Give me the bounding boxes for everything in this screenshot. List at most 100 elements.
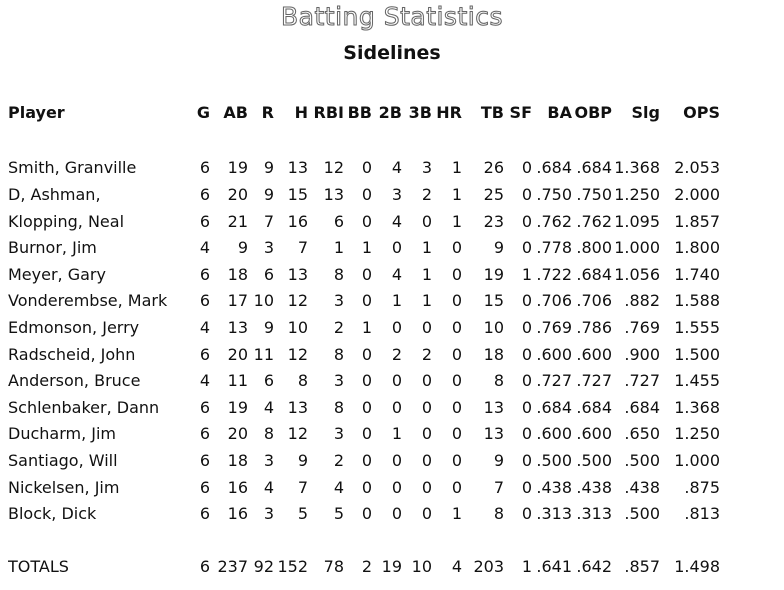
stat-cell-hr: 4 xyxy=(451,557,462,577)
table-row: Smith, Granville 6 19 9 13 12 0 4 3 1 26 0.684.684 1… xyxy=(8,155,720,182)
stat-cell-tb: 19 xyxy=(483,264,504,284)
stat-cell-sf: 0 xyxy=(521,504,532,524)
stat-cell-slg: 1.056 xyxy=(614,264,660,284)
table-row: Radscheid, John 6 20 11 12 8 0 2 2 0 18 0.600.600.9… xyxy=(8,341,720,368)
spacer-cell xyxy=(8,527,720,554)
stat-cell-obp: .642 xyxy=(576,557,612,577)
spacer-row xyxy=(8,128,720,155)
stat-cell-tb: 15 xyxy=(483,291,504,311)
stat-cell-r: 92 xyxy=(253,557,274,577)
stat-cell-slg: 1.368 xyxy=(614,158,660,178)
stat-cell-r: 3 xyxy=(263,450,274,470)
stat-cell-rbi: 8 xyxy=(333,264,344,284)
stat-cell-r: 6 xyxy=(263,371,274,391)
stat-cell-3b: 0 xyxy=(421,371,432,391)
stat-cell-ba: .769 xyxy=(536,317,572,337)
stat-cell-ab: 19 xyxy=(227,158,248,178)
stat-cell-g: 6 xyxy=(199,184,210,204)
stat-cell-bb: 2 xyxy=(361,557,372,577)
stat-cell-obp: .684 xyxy=(576,397,612,417)
player-name-cell: Block, Dick xyxy=(8,504,97,524)
stat-cell-3b: 0 xyxy=(421,477,432,497)
stat-cell-3b: 2 xyxy=(421,184,432,204)
stat-cell-r: 10 xyxy=(253,291,274,311)
stat-cell-g: 6 xyxy=(199,158,210,178)
stat-cell-obp: .706 xyxy=(576,291,612,311)
column-header-2b: 2B xyxy=(378,102,402,122)
stat-cell-sf: 1 xyxy=(521,264,532,284)
stat-cell-2b: 0 xyxy=(391,371,402,391)
stat-cell-g: 6 xyxy=(199,291,210,311)
stat-cell-ab: 20 xyxy=(227,344,248,364)
stat-cell-sf: 0 xyxy=(521,317,532,337)
stat-cell-slg: .857 xyxy=(624,557,660,577)
stat-cell-ab: 20 xyxy=(227,424,248,444)
player-name-cell: Nickelsen, Jim xyxy=(8,477,120,497)
table-header-row: Player G AB R H RBI BB 2B 3B HR TB SF BA OBP Slg OPS xyxy=(8,96,720,128)
stat-cell-rbi: 12 xyxy=(323,158,344,178)
stat-cell-obp: .786 xyxy=(576,317,612,337)
stat-cell-2b: 4 xyxy=(391,211,402,231)
table-row: Santiago, Will 6 18 3 9 2 0 0 0 0 9 0.500.500.500 1.… xyxy=(8,447,720,474)
stat-cell-ba: .684 xyxy=(536,397,572,417)
stat-cell-tb: 8 xyxy=(493,504,504,524)
stat-cell-sf: 0 xyxy=(521,291,532,311)
table-row: Block, Dick 6 16 3 5 5 0 0 0 1 8 0.313.313.500.813 xyxy=(8,500,720,527)
stat-cell-2b: 3 xyxy=(391,184,402,204)
stat-cell-sf: 1 xyxy=(521,557,532,577)
stat-cell-obp: .800 xyxy=(576,238,612,258)
stat-cell-tb: 9 xyxy=(493,450,504,470)
stat-cell-ab: 20 xyxy=(227,184,248,204)
stat-cell-rbi: 13 xyxy=(323,184,344,204)
column-header-g: G xyxy=(196,102,210,122)
stat-cell-g: 6 xyxy=(199,211,210,231)
stat-cell-tb: 23 xyxy=(483,211,504,231)
stat-cell-h: 152 xyxy=(277,557,308,577)
stat-cell-hr: 0 xyxy=(451,317,462,337)
stat-cell-g: 4 xyxy=(199,238,210,258)
stat-cell-3b: 0 xyxy=(421,397,432,417)
stat-cell-obp: .500 xyxy=(576,450,612,470)
stat-cell-bb: 0 xyxy=(361,504,372,524)
stat-cell-ab: 11 xyxy=(227,371,248,391)
column-header-ba: BA xyxy=(547,102,572,122)
stat-cell-tb: 7 xyxy=(493,477,504,497)
stat-cell-ba: .313 xyxy=(536,504,572,524)
stat-cell-hr: 1 xyxy=(451,184,462,204)
stat-cell-h: 12 xyxy=(287,344,308,364)
stat-cell-ops: 1.368 xyxy=(674,397,720,417)
stat-cell-ab: 16 xyxy=(227,477,248,497)
column-header-h: H xyxy=(294,102,308,122)
stat-cell-g: 6 xyxy=(199,264,210,284)
stat-cell-ops: 1.498 xyxy=(674,557,720,577)
stat-cell-r: 4 xyxy=(263,397,274,417)
stat-cell-3b: 0 xyxy=(421,504,432,524)
stat-cell-ops: 1.740 xyxy=(674,264,720,284)
stat-cell-hr: 1 xyxy=(451,504,462,524)
stat-cell-bb: 0 xyxy=(361,477,372,497)
stat-cell-rbi: 5 xyxy=(333,504,344,524)
stat-cell-ba: .600 xyxy=(536,344,572,364)
stat-cell-tb: 13 xyxy=(483,397,504,417)
stat-cell-r: 9 xyxy=(263,184,274,204)
stat-cell-r: 4 xyxy=(263,477,274,497)
stat-cell-h: 10 xyxy=(287,317,308,337)
stat-cell-rbi: 8 xyxy=(333,344,344,364)
stat-cell-ba: .641 xyxy=(536,557,572,577)
stat-cell-ops: 1.250 xyxy=(674,424,720,444)
stat-cell-h: 12 xyxy=(287,291,308,311)
stat-cell-2b: 19 xyxy=(381,557,402,577)
stat-cell-3b: 10 xyxy=(411,557,432,577)
stat-cell-2b: 0 xyxy=(391,504,402,524)
stat-cell-h: 16 xyxy=(287,211,308,231)
spacer-cell xyxy=(8,128,720,155)
stat-cell-3b: 0 xyxy=(421,317,432,337)
stat-cell-ops: 1.500 xyxy=(674,344,720,364)
player-name-cell: Meyer, Gary xyxy=(8,264,106,284)
stat-cell-ops: 1.000 xyxy=(674,450,720,470)
stat-cell-ba: .727 xyxy=(536,371,572,391)
stat-cell-2b: 1 xyxy=(391,424,402,444)
stat-cell-hr: 0 xyxy=(451,291,462,311)
stat-cell-2b: 0 xyxy=(391,317,402,337)
stat-cell-obp: .762 xyxy=(576,211,612,231)
